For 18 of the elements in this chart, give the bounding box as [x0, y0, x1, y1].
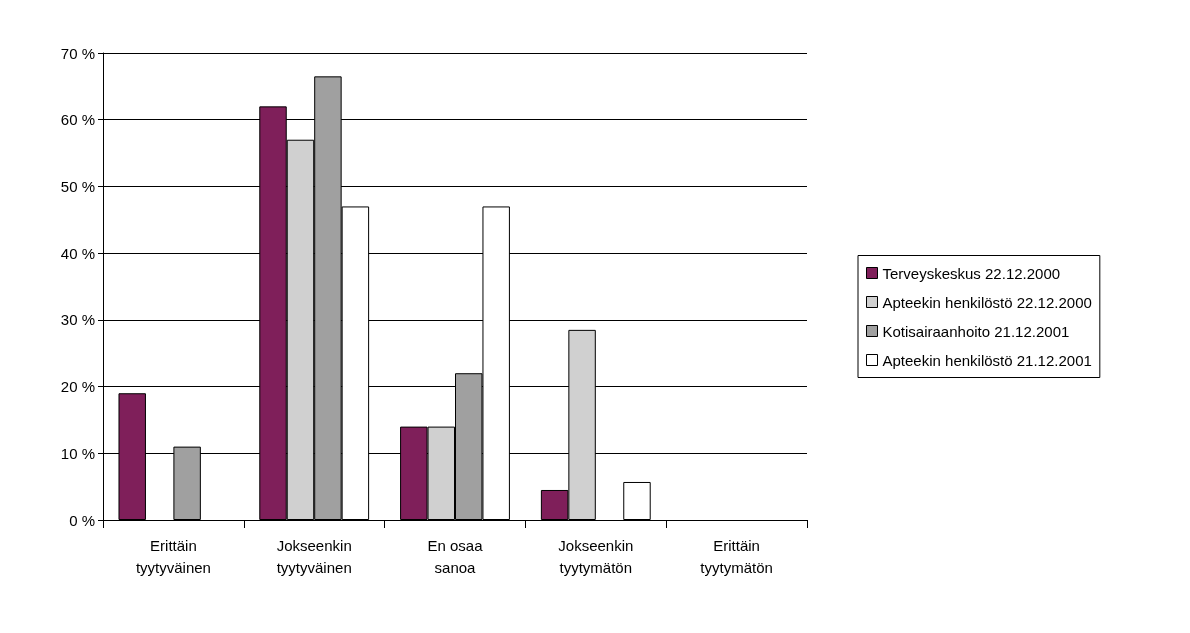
- y-tick-label: 50 %: [60, 177, 95, 195]
- legend-label: Kotisairaanhoito 21.12.2001: [882, 322, 1070, 340]
- y-tick-label: 60 %: [60, 111, 95, 129]
- x-tick-label: En osaa sanoa: [427, 536, 484, 576]
- legend-label: Apteekin henkilöstö 21.12.2001: [882, 351, 1092, 369]
- y-tick-label: 0 %: [69, 511, 95, 529]
- y-tick-label: 10 %: [60, 444, 95, 462]
- y-tick-label: 20 %: [60, 378, 95, 396]
- x-tick-label: Jokseenkin tyytyväinen: [276, 536, 352, 576]
- x-tick-label: Erittäin tyytyväinen: [135, 536, 211, 576]
- y-tick-label: 30 %: [60, 311, 95, 329]
- x-tick-label: Erittäin tyytymätön: [700, 536, 773, 576]
- legend-label: Terveyskeskus 22.12.2000: [882, 264, 1061, 282]
- legend-label: Apteekin henkilöstö 22.12.2000: [882, 293, 1092, 311]
- y-tick-label: 40 %: [60, 244, 95, 262]
- x-tick-label: Jokseenkin tyytymätön: [558, 536, 634, 576]
- y-tick-label: 70 %: [60, 44, 95, 62]
- bar: [623, 481, 651, 520]
